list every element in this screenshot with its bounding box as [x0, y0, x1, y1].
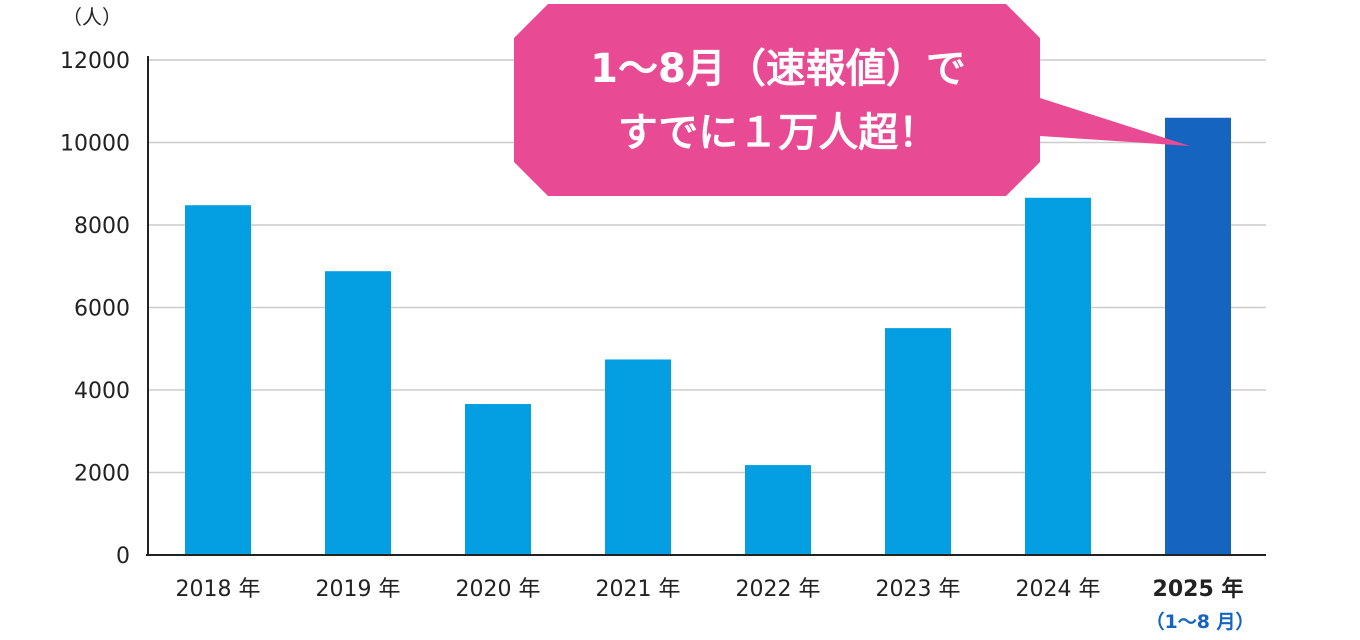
- bar-2021: [605, 359, 671, 555]
- y-axis-ticks: 0 2000 4000 6000 8000 10000 12000: [60, 49, 130, 569]
- bar-2023: [885, 328, 951, 555]
- callout-line-1: 1〜8月（速報値）で: [590, 46, 966, 92]
- x-tick-label: 2022 年: [736, 577, 821, 602]
- x-tick-label: 2019 年: [316, 577, 401, 602]
- callout-bubble: 1〜8月（速報値）で すでに１万人超！: [514, 4, 1190, 196]
- bar-2024: [1025, 197, 1091, 555]
- y-tick-label: 12000: [60, 49, 130, 74]
- x-tick-label: 2021 年: [596, 577, 681, 602]
- callout-line-2: すでに１万人超！: [618, 110, 938, 156]
- y-axis-unit-label: （人）: [62, 5, 122, 29]
- bar-2018: [185, 205, 251, 555]
- bar-2020: [465, 404, 531, 555]
- y-tick-label: 4000: [74, 379, 130, 404]
- callout-shape: [514, 4, 1190, 196]
- x-axis-ticks: 2018 年 2019 年 2020 年 2021 年 2022 年 2023 年 2024…: [176, 576, 1255, 633]
- x-tick-label: 2020 年: [456, 577, 541, 602]
- bar-2019: [325, 271, 391, 555]
- bars: [185, 117, 1231, 555]
- y-tick-label: 6000: [74, 297, 130, 322]
- y-tick-label: 10000: [60, 132, 130, 157]
- x-tick-sublabel: （1〜8 月）: [1145, 610, 1254, 633]
- y-tick-label: 0: [116, 544, 130, 569]
- x-tick-label: 2024 年: [1016, 577, 1101, 602]
- bar-2022: [745, 465, 811, 555]
- x-tick-label: 2018 年: [176, 577, 261, 602]
- x-tick-label: 2025 年: [1153, 576, 1244, 602]
- bar-2025: [1165, 117, 1231, 555]
- y-tick-label: 8000: [74, 214, 130, 239]
- y-tick-label: 2000: [74, 462, 130, 487]
- x-tick-label: 2023 年: [876, 577, 961, 602]
